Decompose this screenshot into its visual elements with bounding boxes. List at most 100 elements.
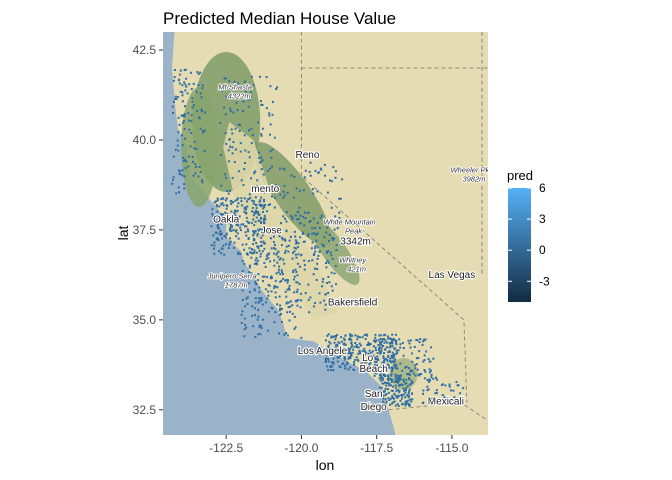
prediction-point — [280, 312, 282, 315]
prediction-point — [222, 244, 225, 247]
prediction-point — [255, 207, 258, 210]
prediction-point — [391, 395, 394, 398]
prediction-point — [280, 244, 283, 247]
prediction-point — [380, 390, 383, 393]
prediction-point — [285, 220, 288, 223]
prediction-point — [278, 314, 281, 316]
prediction-point — [307, 235, 310, 238]
prediction-point — [233, 241, 236, 244]
prediction-point — [303, 176, 306, 179]
prediction-point — [344, 358, 347, 361]
prediction-point — [234, 218, 237, 221]
y-axis: 32.5 35.0 37.5 40.0 42.5 — [133, 43, 163, 417]
y-axis-title: lat — [115, 226, 131, 241]
prediction-point — [333, 272, 336, 275]
prediction-point — [332, 362, 335, 365]
prediction-point — [237, 82, 240, 85]
prediction-point — [362, 360, 364, 363]
prediction-point — [332, 335, 335, 338]
prediction-point — [364, 338, 367, 340]
prediction-point — [307, 283, 310, 286]
prediction-point — [257, 246, 260, 249]
prediction-point — [364, 367, 367, 370]
prediction-point — [337, 356, 340, 359]
prediction-point — [324, 174, 327, 177]
prediction-point — [403, 393, 406, 396]
prediction-point — [244, 90, 247, 93]
prediction-point — [251, 248, 254, 251]
prediction-point — [349, 352, 352, 355]
prediction-point — [237, 252, 239, 255]
prediction-point — [267, 329, 270, 332]
prediction-point — [285, 245, 288, 248]
prediction-point — [378, 334, 381, 337]
prediction-point — [332, 349, 335, 352]
prediction-point — [264, 265, 267, 268]
prediction-point — [261, 234, 264, 237]
x-tick-label: -120.0 — [284, 441, 318, 455]
prediction-point — [276, 261, 279, 264]
prediction-point — [267, 253, 270, 256]
prediction-point — [400, 374, 402, 377]
prediction-point — [349, 338, 351, 341]
prediction-point — [183, 81, 186, 84]
prediction-point — [254, 297, 257, 300]
prediction-point — [387, 351, 390, 354]
prediction-point — [243, 335, 246, 338]
prediction-point — [277, 268, 280, 271]
prediction-point — [427, 380, 430, 383]
prediction-point — [240, 197, 243, 200]
legend-tick-label: 0 — [539, 243, 546, 257]
prediction-point — [267, 294, 270, 297]
prediction-point — [395, 339, 398, 342]
prediction-point — [365, 358, 368, 361]
prediction-point — [317, 254, 320, 257]
prediction-point — [245, 225, 248, 228]
prediction-point — [373, 339, 376, 342]
prediction-point — [374, 358, 377, 361]
prediction-point — [258, 300, 261, 303]
prediction-point — [392, 401, 395, 404]
prediction-point — [216, 223, 219, 226]
prediction-point — [416, 339, 419, 342]
prediction-point — [260, 100, 262, 103]
y-tick-label: 35.0 — [133, 313, 157, 327]
prediction-point — [294, 214, 297, 217]
prediction-point — [236, 198, 239, 201]
prediction-point — [225, 197, 228, 200]
map-label-sub: 421m — [347, 264, 366, 273]
prediction-point — [385, 393, 388, 395]
prediction-point — [259, 228, 262, 231]
prediction-point — [291, 257, 294, 260]
prediction-point — [393, 365, 396, 368]
prediction-point — [393, 392, 396, 395]
prediction-point — [246, 220, 249, 223]
prediction-point — [176, 139, 179, 142]
prediction-point — [330, 335, 333, 338]
prediction-point — [215, 219, 218, 222]
prediction-point — [444, 384, 447, 387]
prediction-point — [448, 383, 451, 386]
prediction-point — [329, 365, 332, 368]
map-label: Los Angele — [298, 346, 348, 357]
prediction-point — [293, 291, 296, 294]
prediction-point — [220, 223, 223, 226]
prediction-point — [241, 310, 244, 313]
prediction-point — [263, 198, 265, 201]
prediction-point — [436, 378, 439, 381]
prediction-point — [267, 290, 270, 293]
prediction-point — [379, 352, 382, 355]
prediction-point — [397, 381, 400, 384]
prediction-point — [330, 271, 333, 274]
prediction-point — [181, 144, 184, 147]
prediction-point — [282, 190, 285, 193]
prediction-point — [393, 380, 396, 383]
x-tick-label: -122.5 — [209, 441, 243, 455]
prediction-point — [357, 346, 360, 349]
prediction-point — [319, 167, 322, 170]
prediction-point — [327, 250, 330, 253]
prediction-point — [304, 217, 307, 220]
prediction-point — [335, 346, 338, 349]
prediction-point — [268, 112, 271, 115]
